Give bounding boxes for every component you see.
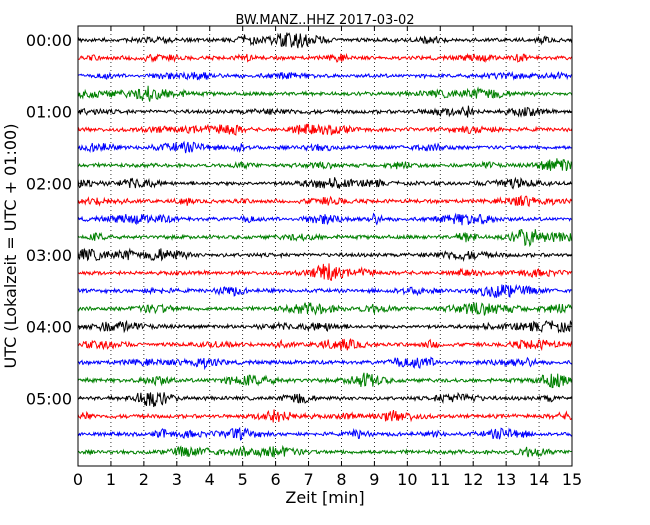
- seismic-trace: [77, 391, 573, 408]
- y-tick-label: 00:00: [26, 31, 72, 50]
- seismic-trace: [77, 356, 573, 371]
- y-tick-label: 01:00: [26, 103, 72, 122]
- seismic-trace: [77, 426, 573, 441]
- grid-lines: [110, 26, 540, 466]
- x-axis-label: Zeit [min]: [285, 488, 364, 507]
- chart-title: BW.MANZ..HHZ 2017-03-02: [235, 13, 414, 28]
- seismic-trace: [77, 85, 573, 102]
- x-tick-label: 10: [397, 470, 417, 489]
- x-tick-label: 3: [172, 470, 182, 489]
- seismic-trace: [77, 123, 573, 136]
- seismic-trace: [78, 283, 573, 299]
- seismic-trace: [77, 194, 573, 208]
- x-tick-label: 2: [139, 470, 149, 489]
- x-tick-label: 1: [106, 470, 116, 489]
- seismic-trace: [77, 70, 573, 81]
- seismic-trace: [77, 409, 573, 423]
- x-tick-label: 11: [430, 470, 450, 489]
- x-tick-label: 13: [496, 470, 516, 489]
- x-tick-label: 12: [463, 470, 483, 489]
- seismic-trace: [77, 229, 573, 248]
- seismic-trace: [77, 52, 573, 63]
- y-tick-label: 05:00: [26, 389, 72, 408]
- y-axis-label: UTC (Lokalzeit = UTC + 01:00): [1, 124, 20, 369]
- x-tick-label: 14: [529, 470, 549, 489]
- seismic-trace: [77, 176, 573, 190]
- seismic-trace: [77, 212, 573, 226]
- x-tick-label: 8: [336, 470, 346, 489]
- seismic-trace: [77, 158, 573, 172]
- trace-group: [77, 32, 573, 459]
- x-tick-label: 9: [369, 470, 379, 489]
- y-tick-label: 03:00: [26, 246, 72, 265]
- seismic-trace: [77, 105, 573, 118]
- seismic-trace: [77, 372, 573, 389]
- seismic-trace: [77, 302, 573, 316]
- seismic-trace: [77, 337, 573, 352]
- seismic-trace: [77, 444, 573, 459]
- seismic-trace: [77, 263, 573, 282]
- x-tick-label: 0: [73, 470, 83, 489]
- x-tick-label: 4: [205, 470, 215, 489]
- y-tick-label: 04:00: [26, 318, 72, 337]
- axis-ticks: 0 1 2 3 4 5 6 7 8 9 10 11 12 13 14 1500:0001:0002:0003:…: [26, 26, 582, 489]
- plot-frame: [77, 25, 573, 467]
- seismic-trace: [77, 247, 573, 263]
- seismic-trace: [77, 140, 573, 154]
- x-tick-label: 15: [562, 470, 582, 489]
- x-tick-label: 7: [303, 470, 313, 489]
- x-tick-label: 5: [238, 470, 248, 489]
- seismic-trace: [77, 319, 573, 334]
- seismic-trace: [77, 32, 573, 49]
- x-tick-label: 6: [271, 470, 281, 489]
- y-tick-label: 02:00: [26, 174, 72, 193]
